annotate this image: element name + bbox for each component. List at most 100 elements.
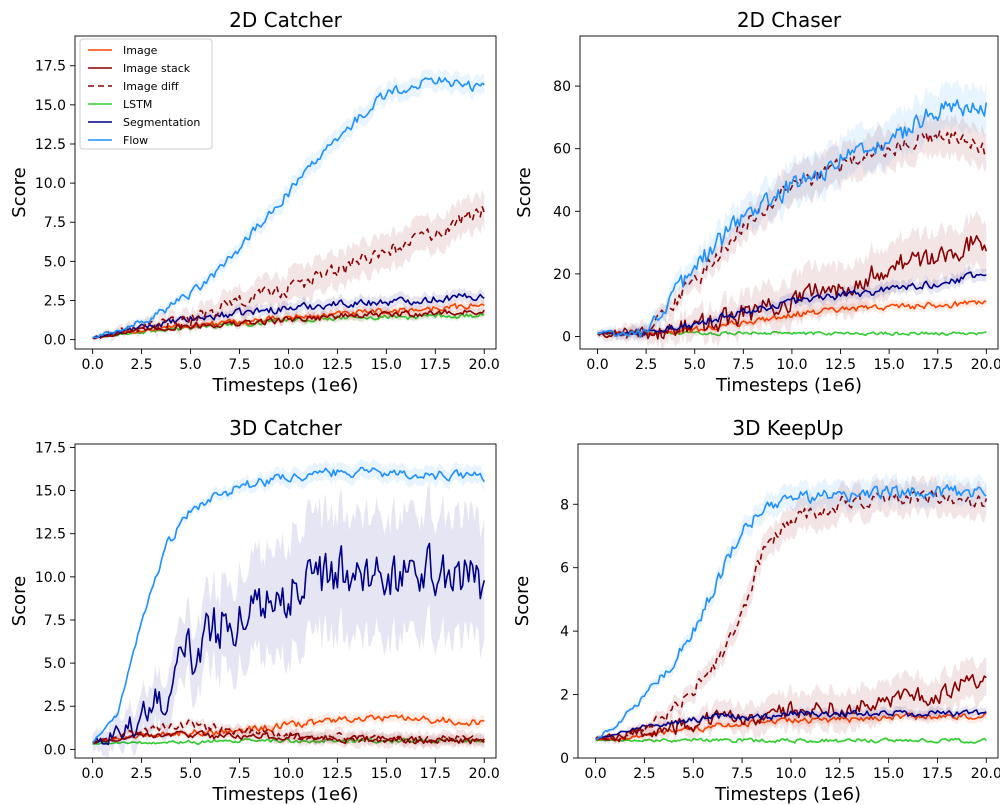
x-tick-label: 7.5 [228, 766, 250, 782]
y-tick-label: 6 [560, 561, 569, 577]
band-image-stack [597, 210, 987, 349]
x-tick-label: 17.5 [420, 766, 451, 782]
x-tick-label: 15.0 [371, 766, 402, 782]
band-image-diff [597, 112, 987, 344]
y-axis-label: Score [9, 576, 30, 626]
series-image [92, 714, 485, 744]
x-tick-label: 0.0 [584, 766, 606, 782]
x-tick-label: 12.5 [322, 357, 353, 373]
x-tick-label: 17.5 [922, 357, 953, 373]
series-image-stack [92, 309, 485, 339]
x-tick-label: 15.0 [873, 766, 904, 782]
x-tick-label: 5.0 [179, 357, 201, 373]
plot-area [596, 78, 988, 349]
series-segmentation [92, 542, 486, 746]
series-flow [597, 99, 988, 339]
x-tick-label: 2.5 [633, 766, 655, 782]
y-axis-label: Score [514, 167, 535, 217]
y-tick-label: 40 [553, 204, 571, 220]
band-image-diff [92, 716, 485, 751]
x-tick-label: 12.5 [322, 766, 353, 782]
x-tick-label: 17.5 [922, 766, 953, 782]
y-tick-label: 60 [553, 142, 571, 158]
y-tick-label: 8 [560, 497, 569, 513]
chart-title: 2D Chaser [737, 8, 842, 32]
chart-title: 3D Catcher [229, 416, 343, 440]
x-tick-label: 12.5 [824, 766, 855, 782]
x-tick-label: 0.0 [81, 766, 103, 782]
y-tick-label: 20 [553, 267, 571, 283]
x-tick-label: 20.0 [971, 357, 1000, 373]
x-tick-label: 7.5 [228, 357, 250, 373]
x-tick-label: 15.0 [371, 357, 402, 373]
series-flow [92, 76, 485, 339]
y-tick-label: 12.5 [35, 527, 66, 543]
plot-area [92, 458, 486, 758]
series-segmentation [597, 271, 987, 336]
legend-item-label: Flow [123, 134, 148, 147]
series-image [597, 300, 987, 336]
chart-panel-2: 0.0 2.5 5.0 7.5 10.0 12.5 15.0 17.5 20.0 0 20 40 60 8… [514, 8, 1000, 396]
y-tick-label: 4 [560, 624, 569, 640]
x-tick-label: 2.5 [130, 766, 152, 782]
y-tick-label: 7.5 [44, 215, 66, 231]
chart-title: 2D Catcher [229, 8, 343, 32]
y-tick-label: 0 [562, 329, 571, 345]
series-image-stack [92, 730, 485, 745]
band-segmentation [597, 265, 987, 338]
x-tick-label: 0.0 [586, 357, 608, 373]
y-tick-label: 5.0 [44, 254, 66, 270]
x-tick-label: 5.0 [179, 766, 201, 782]
x-tick-label: 17.5 [420, 357, 451, 373]
chart-panel-1: 0.0 2.5 5.0 7.5 10.0 12.5 15.0 17.5 20.0 0.0 2.5 5.… [9, 8, 500, 396]
series-image-stack [595, 673, 987, 741]
y-tick-label: 5.0 [44, 656, 66, 672]
x-tick-label: 15.0 [874, 357, 905, 373]
y-axis-label: Score [9, 167, 30, 217]
band-image-stack [595, 655, 987, 745]
x-tick-label: 10.0 [273, 357, 304, 373]
x-tick-label: 10.0 [273, 766, 304, 782]
legend-item-label: LSTM [123, 98, 152, 111]
x-tick-label: 7.5 [731, 766, 753, 782]
x-tick-label: 10.0 [776, 357, 807, 373]
x-tick-label: 7.5 [732, 357, 754, 373]
chart-title: 3D KeepUp [732, 416, 843, 440]
series-image-diff [596, 130, 987, 339]
legend: Image Image stack Image diff LSTM Segmentati… [79, 38, 213, 150]
y-tick-label: 2.5 [44, 293, 66, 309]
y-tick-label: 15.0 [35, 484, 66, 500]
band-segmentation [92, 483, 485, 758]
x-tick-label: 5.0 [684, 357, 706, 373]
band-flow [92, 68, 485, 340]
x-tick-label: 10.0 [775, 766, 806, 782]
series-image-diff [92, 206, 486, 340]
x-tick-label: 0.0 [81, 357, 103, 373]
axes-frame [74, 35, 497, 350]
band-image-diff [595, 475, 987, 746]
band-segmentation [92, 287, 485, 339]
y-tick-label: 17.5 [35, 440, 66, 456]
x-axis-label: Timesteps (1e6) [211, 375, 358, 396]
y-tick-label: 10.0 [35, 176, 66, 192]
y-tick-label: 7.5 [44, 613, 66, 629]
chart-panel-4: 0.0 2.5 5.0 7.5 10.0 12.5 15.0 17.5 20.0 0 2 4 6 8 3D … [512, 416, 1000, 805]
plot-area [92, 68, 486, 342]
series-segmentation [595, 709, 987, 740]
x-tick-label: 20.0 [469, 357, 500, 373]
y-tick-label: 0 [560, 751, 569, 767]
y-tick-label: 0.0 [44, 333, 66, 349]
x-axis-label: Timesteps (1e6) [211, 784, 358, 805]
y-tick-label: 2.5 [44, 699, 66, 715]
legend-item-label: Image [123, 44, 158, 57]
y-tick-label: 10.0 [35, 570, 66, 586]
legend-item-label: Segmentation [123, 116, 200, 129]
axes-frame [579, 35, 999, 350]
x-tick-label: 20.0 [469, 766, 500, 782]
x-tick-label: 5.0 [682, 766, 704, 782]
x-tick-label: 2.5 [130, 357, 152, 373]
x-axis-label: Timesteps (1e6) [715, 375, 862, 396]
axes-frame [577, 443, 999, 759]
y-tick-label: 80 [553, 79, 571, 95]
series-flow [595, 484, 987, 740]
